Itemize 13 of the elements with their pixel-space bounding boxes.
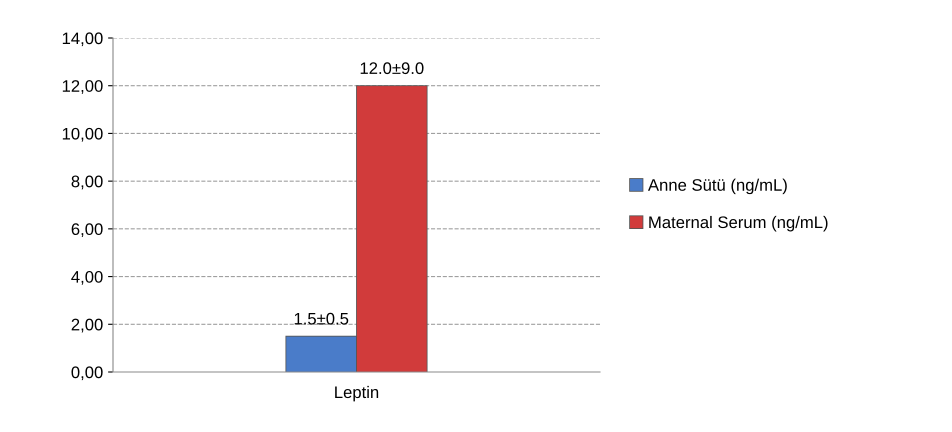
legend-label: Anne Sütü (ng/mL) [648, 178, 787, 194]
y-tick-label: 2,00 [72, 318, 103, 332]
y-tick-label: 4,00 [71, 270, 103, 285]
y-tick-label: 0,00 [71, 366, 103, 380]
y-tick-label: 12,00 [62, 80, 103, 94]
data-label: 12.0±9.0 [360, 62, 424, 74]
x-tick-label: Leptin [335, 386, 378, 402]
y-tick-label: 14,00 [62, 32, 103, 46]
y-tick-label: 10,00 [62, 128, 103, 142]
y-tick-label: 8,00 [72, 176, 103, 190]
legend-label: Maternal Serum (ng/mL) [649, 216, 828, 232]
y-tick-label: 6,00 [72, 223, 103, 238]
data-label: 1.5±0.5 [294, 312, 348, 325]
